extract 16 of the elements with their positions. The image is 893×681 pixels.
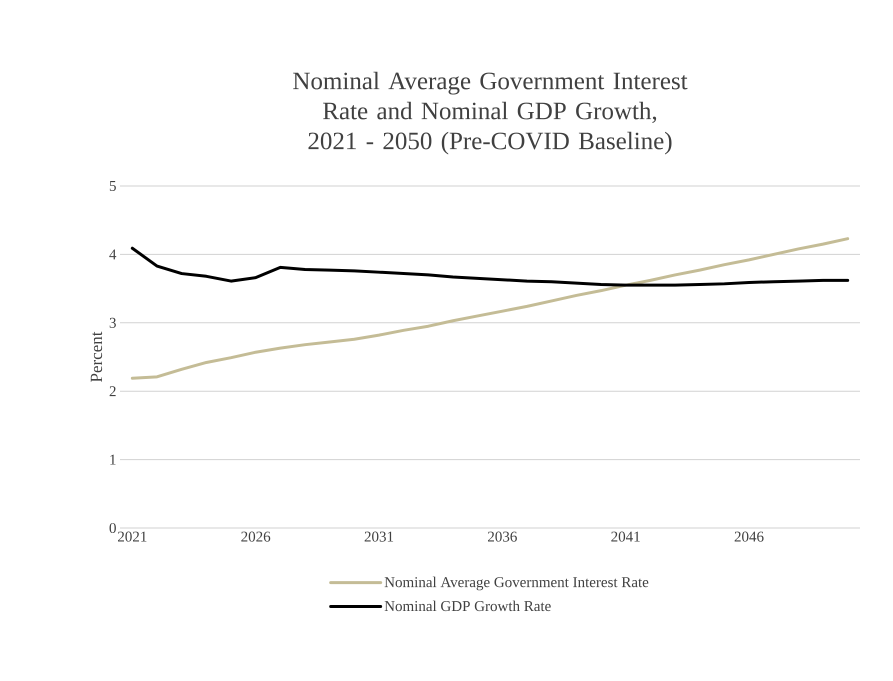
- y-tick-label: 3: [110, 318, 116, 328]
- x-tick-label: 2021: [118, 532, 146, 542]
- y-tick-label: 2: [110, 386, 116, 396]
- y-axis-title: Percent: [90, 332, 102, 382]
- x-tick-label: 2041: [611, 532, 640, 542]
- x-tick-label: 2031: [364, 532, 394, 542]
- chart-title: Nominal Average Government Interest Rate and Nominal GDP Growth, 2021 - 2050 (Pre-COVID Baseline): [293, 72, 688, 154]
- x-tick-label: 2026: [241, 532, 270, 542]
- y-tick-label: 4: [109, 249, 116, 260]
- y-tick-label: 5: [110, 181, 116, 191]
- y-tick-label: 0: [110, 522, 116, 534]
- legend-label: Nominal Average Government Interest Rate: [384, 576, 648, 590]
- x-tick-label: 2036: [488, 532, 517, 542]
- x-tick-label: 2046: [734, 532, 764, 542]
- legend-label: Nominal GDP Growth Rate: [384, 600, 551, 612]
- y-tick-label: 1: [110, 454, 116, 465]
